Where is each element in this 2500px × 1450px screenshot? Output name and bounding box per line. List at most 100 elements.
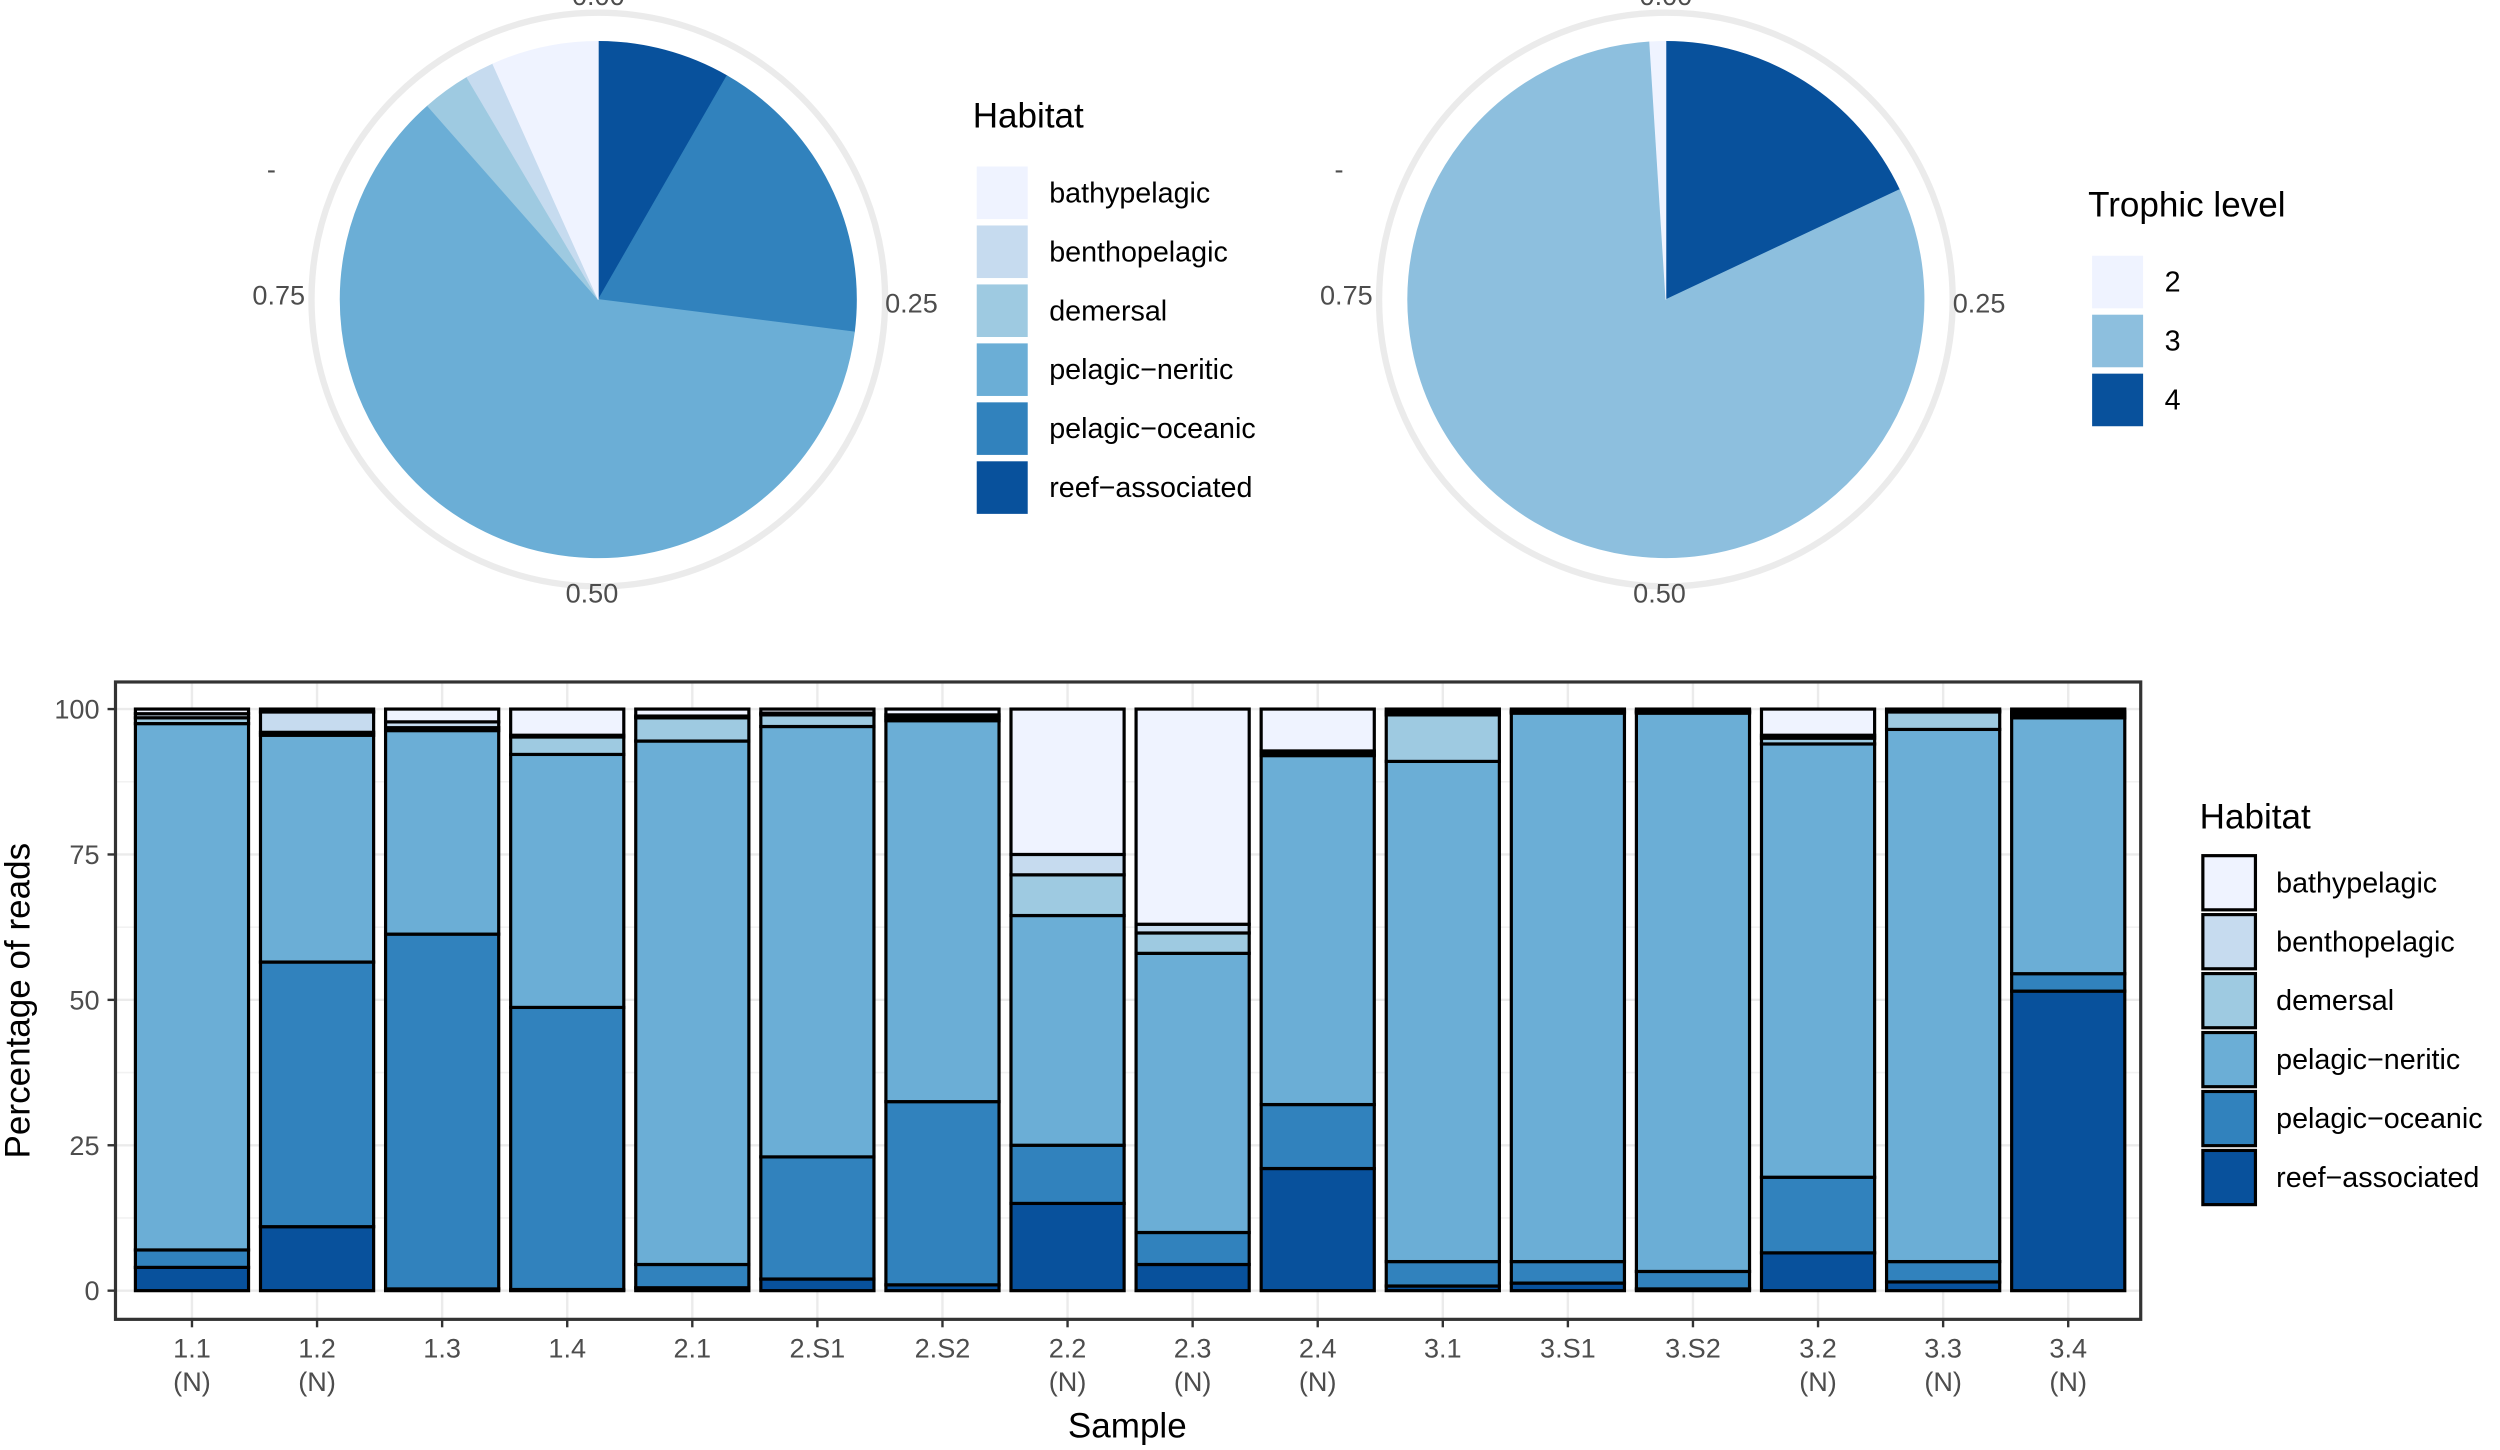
bar-segment-reef−associated <box>1134 1262 1251 1293</box>
legend-label: pelagic−neritic <box>1049 354 1233 386</box>
legend-label: bathypelagic <box>1049 177 1210 209</box>
x-tick-label: 2.3 <box>1174 1333 1212 1364</box>
legend-key-bathypelagic <box>975 164 1030 221</box>
legend-label: pelagic−oceanic <box>2276 1103 2482 1135</box>
legend-label: demersal <box>2276 985 2394 1017</box>
legend-key-3 <box>2090 313 2145 369</box>
bar-segment-demersal <box>759 713 876 729</box>
legend-key-benthopelagic <box>2201 913 2258 971</box>
bar-segment-bathypelagic <box>1384 707 1501 714</box>
legend-key-pelagic−oceanic <box>975 400 1030 457</box>
pie-panel-ring <box>1375 9 1956 590</box>
x-tick-label: 3.S2 <box>1665 1333 1721 1364</box>
x-tick-label-sub: (N) <box>298 1366 336 1397</box>
x-tick-label: 3.S1 <box>1540 1333 1596 1364</box>
bar-segment-pelagic−oceanic <box>1134 1230 1251 1267</box>
x-tick-label: 2.2 <box>1049 1333 1087 1364</box>
bar-segment-bathypelagic <box>1259 707 1376 753</box>
bar-segment-pelagic−neritic <box>1634 711 1752 1274</box>
bar-segment-pelagic−oceanic <box>1259 1102 1376 1171</box>
y-tick-label: 50 <box>69 984 99 1015</box>
x-tick-label: 1.1 <box>173 1333 211 1364</box>
legend-title: Habitat <box>973 96 1084 135</box>
bar-segment-pelagic−neritic <box>1759 742 1877 1179</box>
legend-key-pelagic−neritic <box>975 341 1030 398</box>
x-tick-label: 1.4 <box>548 1333 586 1364</box>
bar-segment-pelagic−neritic <box>884 719 1001 1104</box>
bar-segment-bathypelagic <box>1884 707 2002 713</box>
legend-key-reef−associated <box>2201 1148 2258 1207</box>
x-tick-label-sub: (N) <box>1299 1366 1337 1397</box>
bar-segment-bathypelagic <box>258 707 376 714</box>
bar-segment-reef−associated <box>759 1277 876 1293</box>
legend-title: Trophic level <box>2088 186 2285 225</box>
bar-segment-bathypelagic <box>133 707 251 716</box>
bar-segment-pelagic−neritic <box>1134 951 1251 1235</box>
legend-title: Habitat <box>2200 798 2311 837</box>
bar-segment-pelagic−oceanic <box>383 932 501 1291</box>
pie-slice-2 <box>1649 41 1667 300</box>
bar-segment-reef−associated <box>258 1225 376 1293</box>
legend-label: benthopelagic <box>2276 926 2455 958</box>
bar-segment-benthopelagic <box>258 710 376 734</box>
legend-label: bathypelagic <box>2276 867 2437 899</box>
bar-segment-pelagic−oceanic <box>1509 1259 1627 1285</box>
legend-key-reef−associated <box>975 459 1030 516</box>
bar-segment-reef−associated <box>1759 1251 1877 1293</box>
bar-segment-bathypelagic <box>634 707 751 718</box>
y-tick-label: 25 <box>69 1130 99 1161</box>
bar-segment-reef−associated <box>1259 1166 1376 1293</box>
x-tick-label: 1.3 <box>423 1333 461 1364</box>
legend-label: 4 <box>2165 385 2181 417</box>
bar-segment-reef−associated <box>1009 1201 1126 1293</box>
bar-segment-pelagic−neritic <box>1884 727 2002 1264</box>
legend-key-benthopelagic <box>975 223 1030 280</box>
bar-segment-bathypelagic <box>884 707 1001 717</box>
x-tick-label-sub: (N) <box>173 1366 211 1397</box>
bar-segment-bathypelagic <box>2010 707 2127 714</box>
bar-segment-demersal <box>1009 873 1126 918</box>
bar-segment-bathypelagic <box>383 707 501 724</box>
bar-segment-pelagic−oceanic <box>1384 1259 1501 1288</box>
bar-segment-pelagic−neritic <box>383 728 501 936</box>
x-tick-label-sub: (N) <box>1174 1366 1212 1397</box>
bar-segment-benthopelagic <box>1009 852 1126 877</box>
habitat-pie-chart: 0.00 0.25 0.50 0.75 - <box>252 0 937 608</box>
pie-tick-label: 0.50 <box>566 577 619 608</box>
legend-label: pelagic−neritic <box>2276 1044 2460 1076</box>
pie-tick-label: 0.50 <box>1633 577 1686 608</box>
plot-border <box>113 680 2143 1321</box>
pie-slice-4 <box>1665 41 1900 301</box>
bar-segment-reef−associated <box>133 1265 251 1293</box>
bar-segment-reef−associated <box>2010 989 2127 1293</box>
y-tick-label: 75 <box>69 839 99 870</box>
bar-segment-demersal <box>1384 713 1501 764</box>
pie-tick-label: 0.00 <box>572 0 625 11</box>
bar-segment-pelagic−neritic <box>1509 711 1627 1264</box>
bar-segment-bathypelagic <box>1634 707 1752 713</box>
bar-segment-pelagic−neritic <box>2010 716 2127 976</box>
x-tick-label: 3.3 <box>1924 1333 1962 1364</box>
bar-segment-pelagic−neritic <box>634 739 751 1267</box>
x-tick-label: 3.4 <box>2049 1333 2087 1364</box>
legend-key-2 <box>2090 254 2145 310</box>
pie-slice-pelagic−oceanic <box>597 75 857 333</box>
x-tick-label: 2.4 <box>1299 1333 1337 1364</box>
bar-segment-pelagic−oceanic <box>258 960 376 1229</box>
bar-segment-pelagic−oceanic <box>1634 1269 1752 1291</box>
bar-segment-pelagic−neritic <box>133 722 251 1252</box>
pie-tick-label: 0.25 <box>1953 287 2006 318</box>
bar-segment-demersal <box>1134 931 1251 955</box>
bar-segment-pelagic−neritic <box>1384 759 1501 1264</box>
x-tick-label-sub: (N) <box>1049 1366 1087 1397</box>
bar-segment-pelagic−oceanic <box>1884 1259 2002 1284</box>
bar-segment-pelagic−neritic <box>258 733 376 964</box>
legend-label: pelagic−oceanic <box>1049 413 1255 445</box>
legend-label: reef−associated <box>2276 1162 2479 1194</box>
legend-label: 3 <box>2165 326 2181 358</box>
x-tick-label: 2.S2 <box>915 1333 971 1364</box>
bar-segment-pelagic−neritic <box>509 752 626 1010</box>
legend-key-pelagic−oceanic <box>2201 1089 2258 1148</box>
bar-segment-bathypelagic <box>1759 707 1877 737</box>
bar-segment-bathypelagic <box>759 707 876 715</box>
